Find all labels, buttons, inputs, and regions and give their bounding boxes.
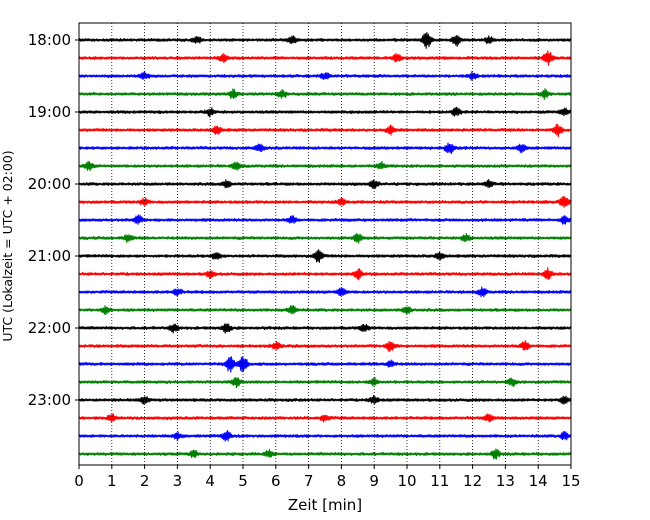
x-tick-label: 6: [271, 472, 281, 490]
trace-line: [78, 195, 572, 208]
trace-line: [78, 142, 572, 155]
trace-line: [78, 31, 572, 49]
trace-line: [78, 178, 572, 190]
x-axis: 0 1 2 3 4 5 6 7 8 9 10 11 12 13 14 15: [74, 465, 581, 490]
trace-line: [78, 323, 572, 334]
x-tick-label: 7: [304, 472, 314, 490]
x-tick-label: 10: [397, 472, 416, 490]
x-tick-label: 2: [140, 472, 150, 490]
trace-line: [78, 106, 572, 118]
trace-line: [78, 376, 572, 389]
x-tick-label: 15: [561, 472, 580, 490]
x-tick-label: 0: [74, 472, 84, 490]
y-tick-label: 19:00: [28, 103, 71, 121]
x-tick-label: 14: [529, 472, 548, 490]
y-tick-label: 22:00: [28, 319, 71, 337]
y-tick-label: 20:00: [28, 175, 71, 193]
trace-line: [78, 448, 572, 460]
trace-line: [78, 355, 572, 373]
trace-line: [78, 429, 572, 442]
trace-line: [78, 88, 572, 100]
trace-layer: [78, 31, 572, 460]
trace-line: [78, 249, 572, 263]
trace-line: [78, 160, 572, 171]
trace-line: [78, 286, 572, 298]
x-tick-label: 9: [369, 472, 379, 490]
x-tick-label: 11: [430, 472, 449, 490]
y-tick-label: 23:00: [28, 391, 71, 409]
x-tick-label: 8: [337, 472, 347, 490]
trace-line: [78, 233, 572, 244]
trace-line: [78, 267, 572, 281]
trace-line: [78, 413, 572, 423]
x-tick-label: 12: [463, 472, 482, 490]
y-tick-label: 21:00: [28, 247, 71, 265]
y-tick-label: 18:00: [28, 31, 71, 49]
x-tick-label: 5: [238, 472, 248, 490]
trace-line: [78, 123, 572, 138]
y-axis: 18:00 19:00 20:00 21:00 22:00 23:00: [28, 31, 79, 409]
trace-line: [78, 395, 572, 405]
grid-layer: [111, 23, 539, 465]
y-axis-label: UTC (Lokalzeit = UTC + 02:00): [0, 150, 15, 341]
x-tick-label: 3: [173, 472, 183, 490]
trace-line: [78, 70, 572, 81]
x-axis-label: Zeit [min]: [288, 496, 362, 514]
x-tick-label: 13: [496, 472, 515, 490]
trace-line: [78, 340, 572, 353]
x-tick-label: 1: [107, 472, 117, 490]
trace-line: [78, 50, 572, 66]
trace-line: [78, 305, 572, 316]
x-tick-label: 4: [205, 472, 215, 490]
trace-line: [78, 214, 572, 225]
plot-frame: [78, 22, 572, 466]
